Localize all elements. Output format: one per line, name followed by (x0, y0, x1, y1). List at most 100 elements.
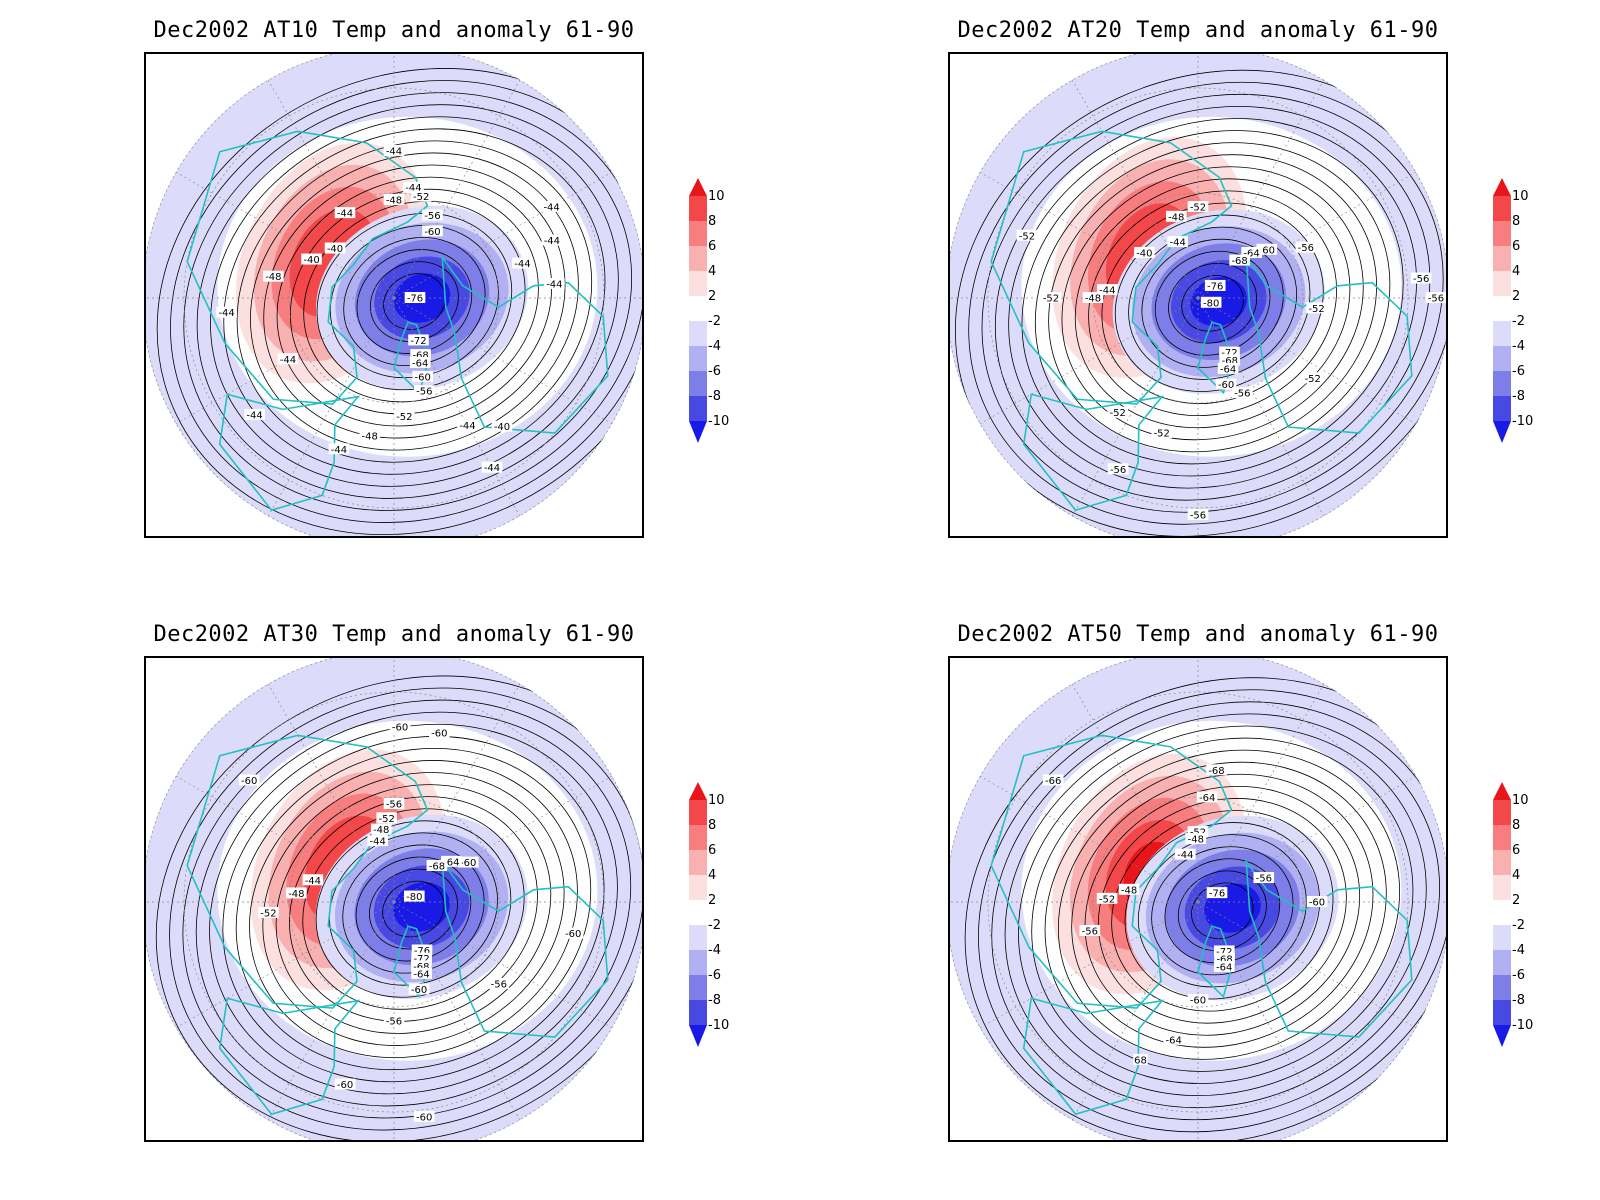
longitude-gridline (393, 297, 613, 425)
svg-text:-56: -56 (1234, 389, 1250, 400)
longitude-gridline (1197, 901, 1325, 1121)
colorbar-segment (1493, 246, 1511, 271)
contour-label: -44 (244, 408, 265, 421)
contour-label: -56 (488, 977, 510, 990)
contour-label: -60 (457, 856, 479, 869)
contour-label: -44 (541, 234, 563, 247)
longitude-gridline (175, 775, 395, 903)
colorbar-segment (1493, 975, 1511, 1000)
longitude-gridline (979, 171, 1199, 299)
coastline (1245, 858, 1413, 1038)
colorbar-lower-arrow (1493, 421, 1511, 443)
temperature-contour (289, 188, 539, 415)
colorbar-tick-label: 4 (708, 868, 717, 883)
temperature-contour (1057, 761, 1387, 1060)
svg-text:-44: -44 (544, 236, 560, 247)
contour-label: -52 (1016, 229, 1038, 242)
contour-label: -44 (367, 835, 388, 848)
contour-label: -48 (263, 270, 284, 283)
temperature-contour (1181, 275, 1244, 332)
longitude-gridline (1197, 171, 1417, 299)
colorbar-segment (689, 800, 707, 825)
svg-text:-60: -60 (1259, 245, 1275, 256)
colorbar-tick-label: 4 (1512, 868, 1521, 883)
svg-text:-40: -40 (327, 244, 343, 255)
temperature-contour (355, 856, 472, 962)
contour-label: -52 (1107, 406, 1128, 419)
contour-label: -60 (334, 1078, 356, 1091)
anomaly-colorbar: 10 8 6 4 2 -2 -4 -6 -8 -10 (688, 178, 778, 468)
colorbar-segment (689, 875, 707, 900)
anomaly-colorbar: 10 8 6 4 2 -2 -4 -6 -8 -10 (1492, 782, 1582, 1072)
coastline (1245, 254, 1413, 434)
temperature-contour (1111, 810, 1334, 1012)
colorbar-upper-arrow (1493, 782, 1511, 800)
svg-text:-64: -64 (1166, 1035, 1182, 1046)
coastline (218, 393, 361, 512)
contour-label: -76 (411, 944, 433, 957)
colorbar-tick-label: -10 (1512, 1018, 1534, 1033)
colorbar-segment (1493, 800, 1511, 825)
temperature-contour (275, 784, 552, 1034)
map-panel: Dec2002 AT10 Temp and anomaly 61-90 -44-… (144, 18, 884, 578)
longitude-gridline (393, 297, 521, 517)
contour-label: -60 (1187, 994, 1209, 1007)
polar-map: -60 -60 -56 -52 -48 -44 -44 -48 -52 -60 -64 -68 -80-… (144, 656, 644, 1142)
contour-label: 68 (1133, 1053, 1148, 1066)
contour-label: -72 (408, 334, 429, 347)
colorbar-tick-label: 10 (708, 793, 725, 808)
svg-text:-44: -44 (459, 421, 475, 432)
colorbar-segment (689, 975, 707, 1000)
contour-label: -72 (1213, 945, 1235, 958)
contour-label: -48 (359, 429, 380, 442)
panel-title: Dec2002 AT20 Temp and anomaly 61-90 (957, 18, 1439, 43)
contour-label: -56 (383, 1015, 405, 1028)
colorbar-tick-label: -6 (708, 364, 721, 379)
colorbar-tick-label: 8 (1512, 214, 1521, 229)
svg-text:-68: -68 (1222, 356, 1238, 367)
temperature-contour (382, 880, 445, 938)
svg-text:-52: -52 (1308, 304, 1324, 315)
colorbar-segment (689, 246, 707, 271)
svg-text:-52: -52 (1305, 374, 1321, 385)
temperature-contour (1164, 858, 1281, 964)
svg-text:-48: -48 (1121, 885, 1137, 896)
contour-label: -56 (1187, 509, 1209, 522)
colorbar-segment (1493, 875, 1511, 900)
coastline (393, 925, 430, 999)
longitude-gridline (1197, 683, 1325, 903)
colorbar-segment (689, 825, 707, 850)
svg-text:-60: -60 (431, 728, 447, 739)
panel-title: Dec2002 AT30 Temp and anomaly 61-90 (153, 622, 635, 647)
contour-label: -68 (410, 349, 431, 362)
colorbar-segment (1493, 900, 1511, 925)
colorbar-tick-label: -8 (1512, 993, 1525, 1008)
colorbar-upper-arrow (689, 178, 707, 196)
colorbar-segment (1493, 396, 1511, 421)
svg-text:-44: -44 (405, 183, 421, 194)
temperature-contour (1191, 882, 1254, 940)
contour-label: -52 (410, 190, 432, 203)
contour-label: -48 (1165, 210, 1187, 223)
svg-text:-56: -56 (1082, 926, 1098, 937)
colorbar-lower-arrow (689, 1025, 707, 1047)
svg-text:-60: -60 (1309, 898, 1325, 909)
svg-text:-48: -48 (1085, 294, 1101, 305)
svg-text:-56: -56 (1413, 274, 1429, 285)
temperature-contour (343, 237, 486, 367)
coastline (186, 734, 429, 1009)
contour-label: -60 (1306, 896, 1328, 909)
colorbar-lower-arrow (689, 421, 707, 443)
colorbar-tick-label: 2 (708, 893, 717, 908)
colorbar-tick-label: 8 (1512, 818, 1521, 833)
contour-label: -68 (1206, 764, 1227, 777)
colorbar-upper-arrow (689, 782, 707, 800)
temperature-contour (1084, 785, 1361, 1036)
longitude-gridline (393, 901, 521, 1121)
map-panel: Dec2002 AT50 Temp and anomaly 61-90 -68-… (948, 622, 1600, 1182)
colorbar-segment (689, 900, 707, 925)
colorbar-tick-label: -2 (708, 918, 721, 933)
colorbar-segment (689, 346, 707, 371)
svg-text:-44: -44 (337, 209, 353, 220)
svg-text:-72: -72 (410, 336, 426, 347)
